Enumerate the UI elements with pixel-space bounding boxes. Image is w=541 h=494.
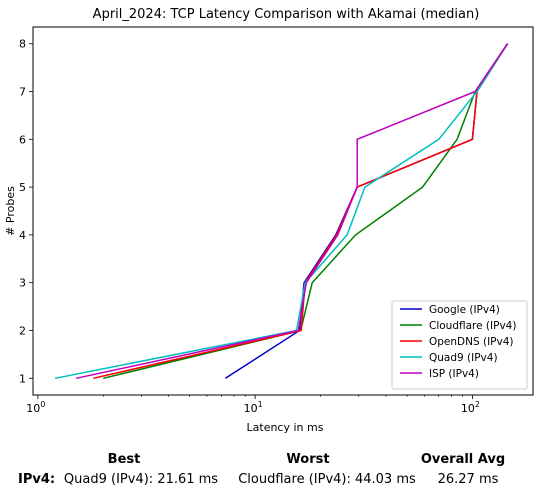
legend-entry: OpenDNS (IPv4) (429, 336, 514, 348)
chart-title: April_2024: TCP Latency Comparison with … (93, 7, 480, 22)
summary-header-best: Best (107, 452, 141, 467)
summary-header-overall: Overall Avg (420, 452, 506, 467)
summary-header-worst: Worst (286, 452, 330, 467)
y-tick-label: 2 (19, 324, 26, 337)
y-tick-label: 7 (19, 86, 26, 99)
legend-entry: Google (IPv4) (429, 304, 500, 316)
x-tick-label: 102 (461, 400, 480, 415)
series-line-3 (54, 43, 509, 380)
summary-row-label: IPv4: (18, 472, 56, 487)
summary-best-value: Quad9 (IPv4): 21.61 ms (63, 472, 219, 487)
latency-chart: April_2024: TCP Latency Comparison with … (4, 7, 534, 434)
y-tick-label: 1 (19, 372, 26, 385)
legend-entry: Quad9 (IPv4) (429, 352, 498, 364)
y-tick-label: 4 (19, 229, 26, 242)
legend: Google (IPv4) Cloudflare (IPv4) OpenDNS (I… (391, 300, 528, 390)
y-tick-label: 8 (19, 38, 26, 51)
y-axis-label: # Probes (4, 186, 17, 236)
legend-box (391, 300, 528, 390)
series-line-4 (75, 43, 509, 380)
legend-entry: ISP (IPv4) (429, 368, 479, 380)
y-axis-ticks: 1 2 3 4 5 6 7 8 (19, 38, 33, 385)
y-tick-label: 3 (19, 277, 26, 290)
summary-table: Best Worst Overall Avg IPv4: Quad9 (IPv4… (0, 448, 541, 494)
plot-series (54, 43, 509, 380)
y-tick-label: 5 (19, 181, 26, 194)
summary-overall-value: 26.27 ms (437, 472, 499, 487)
summary-worst-value: Cloudflare (IPv4): 44.03 ms (238, 472, 416, 487)
y-tick-label: 6 (19, 133, 26, 146)
x-axis-ticks: 100 101 102 (26, 395, 480, 415)
plot-area (32, 26, 534, 396)
legend-entry: Cloudflare (IPv4) (429, 320, 516, 332)
x-tick-label: 100 (26, 400, 45, 415)
x-tick-label: 101 (244, 400, 263, 415)
x-axis-label: Latency in ms (247, 421, 324, 434)
